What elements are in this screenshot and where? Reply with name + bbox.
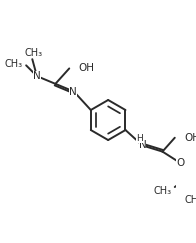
Text: N: N bbox=[69, 87, 77, 97]
Text: CH₃: CH₃ bbox=[4, 59, 22, 69]
Text: N: N bbox=[139, 140, 146, 150]
Text: H: H bbox=[136, 134, 143, 143]
Text: CH₃: CH₃ bbox=[25, 48, 43, 58]
Text: CH₃: CH₃ bbox=[184, 195, 196, 205]
Text: O: O bbox=[176, 158, 184, 168]
Text: N: N bbox=[33, 71, 41, 81]
Text: OH: OH bbox=[78, 63, 94, 73]
Text: CH₃: CH₃ bbox=[153, 186, 172, 196]
Text: OH: OH bbox=[184, 133, 196, 143]
